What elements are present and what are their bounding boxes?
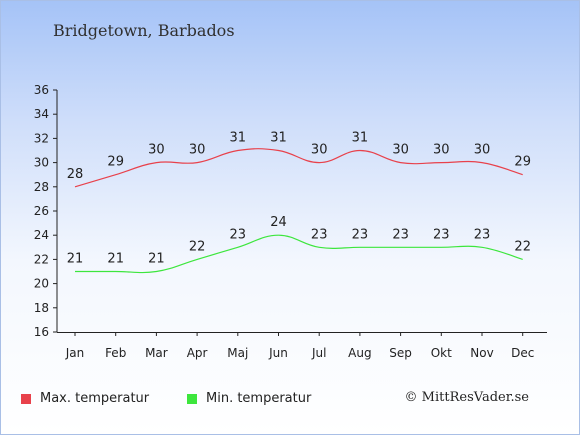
x-tick-label: Okt [431, 346, 452, 360]
y-tick-label: 20 [34, 277, 49, 291]
x-tick-label: Mar [145, 346, 168, 360]
y-tick-label: 18 [34, 301, 49, 315]
data-label-max: 31 [230, 131, 247, 146]
y-tick-label: 28 [34, 180, 49, 194]
data-label-min: 23 [474, 227, 491, 242]
x-tick-label: Jun [268, 346, 288, 360]
x-tick-label: Maj [227, 346, 248, 360]
data-label-min: 23 [352, 227, 369, 242]
data-label-max: 29 [514, 155, 531, 170]
data-label-max: 30 [474, 143, 491, 158]
y-tick-label: 22 [34, 252, 49, 266]
data-label-min: 23 [311, 227, 328, 242]
chart-title: Bridgetown, Barbados [53, 21, 235, 40]
data-label-min: 23 [433, 227, 450, 242]
data-label-min: 24 [270, 215, 287, 230]
legend-swatch-max [21, 393, 31, 404]
legend-item-max: Max. temperatur [21, 391, 149, 406]
y-tick-label: 36 [34, 83, 49, 97]
x-tick-label: Jul [311, 346, 326, 360]
x-tick-label: Sep [389, 346, 412, 360]
data-label-min: 22 [514, 239, 531, 254]
data-label-max: 30 [311, 143, 328, 158]
x-tick-label: Jan [65, 346, 85, 360]
copyright-text: © MittResVader.se [404, 390, 529, 405]
y-tick-label: 30 [34, 156, 49, 170]
x-tick-label: Dec [511, 346, 534, 360]
data-label-max: 30 [148, 143, 165, 158]
data-label-max: 30 [433, 143, 450, 158]
x-tick-label: Aug [348, 346, 371, 360]
data-label-min: 22 [189, 239, 206, 254]
legend-swatch-min [187, 393, 197, 404]
y-tick-label: 34 [34, 107, 49, 121]
y-tick-label: 24 [34, 228, 49, 242]
x-tick-label: Nov [470, 346, 493, 360]
data-label-max: 29 [107, 155, 124, 170]
data-label-max: 30 [189, 143, 206, 158]
data-label-max: 30 [392, 143, 409, 158]
y-tick-label: 32 [34, 131, 49, 145]
y-tick-label: 16 [34, 325, 49, 339]
data-label-min: 21 [107, 252, 124, 267]
data-label-max: 28 [67, 167, 84, 182]
series-line-max [74, 148, 523, 188]
legend-item-min: Min. temperatur [187, 391, 311, 406]
data-label-min: 21 [67, 252, 84, 267]
x-tick-label: Feb [105, 346, 126, 360]
data-label-min: 21 [148, 252, 165, 267]
x-tick-label: Apr [187, 346, 208, 360]
legend-label-min: Min. temperatur [206, 391, 312, 406]
y-tick-label: 26 [34, 204, 49, 218]
data-label-max: 31 [270, 131, 287, 146]
series-line-min [74, 234, 523, 274]
data-label-max: 31 [352, 131, 369, 146]
legend-label-max: Max. temperatur [40, 391, 150, 406]
data-label-min: 23 [230, 227, 247, 242]
data-label-min: 23 [392, 227, 409, 242]
